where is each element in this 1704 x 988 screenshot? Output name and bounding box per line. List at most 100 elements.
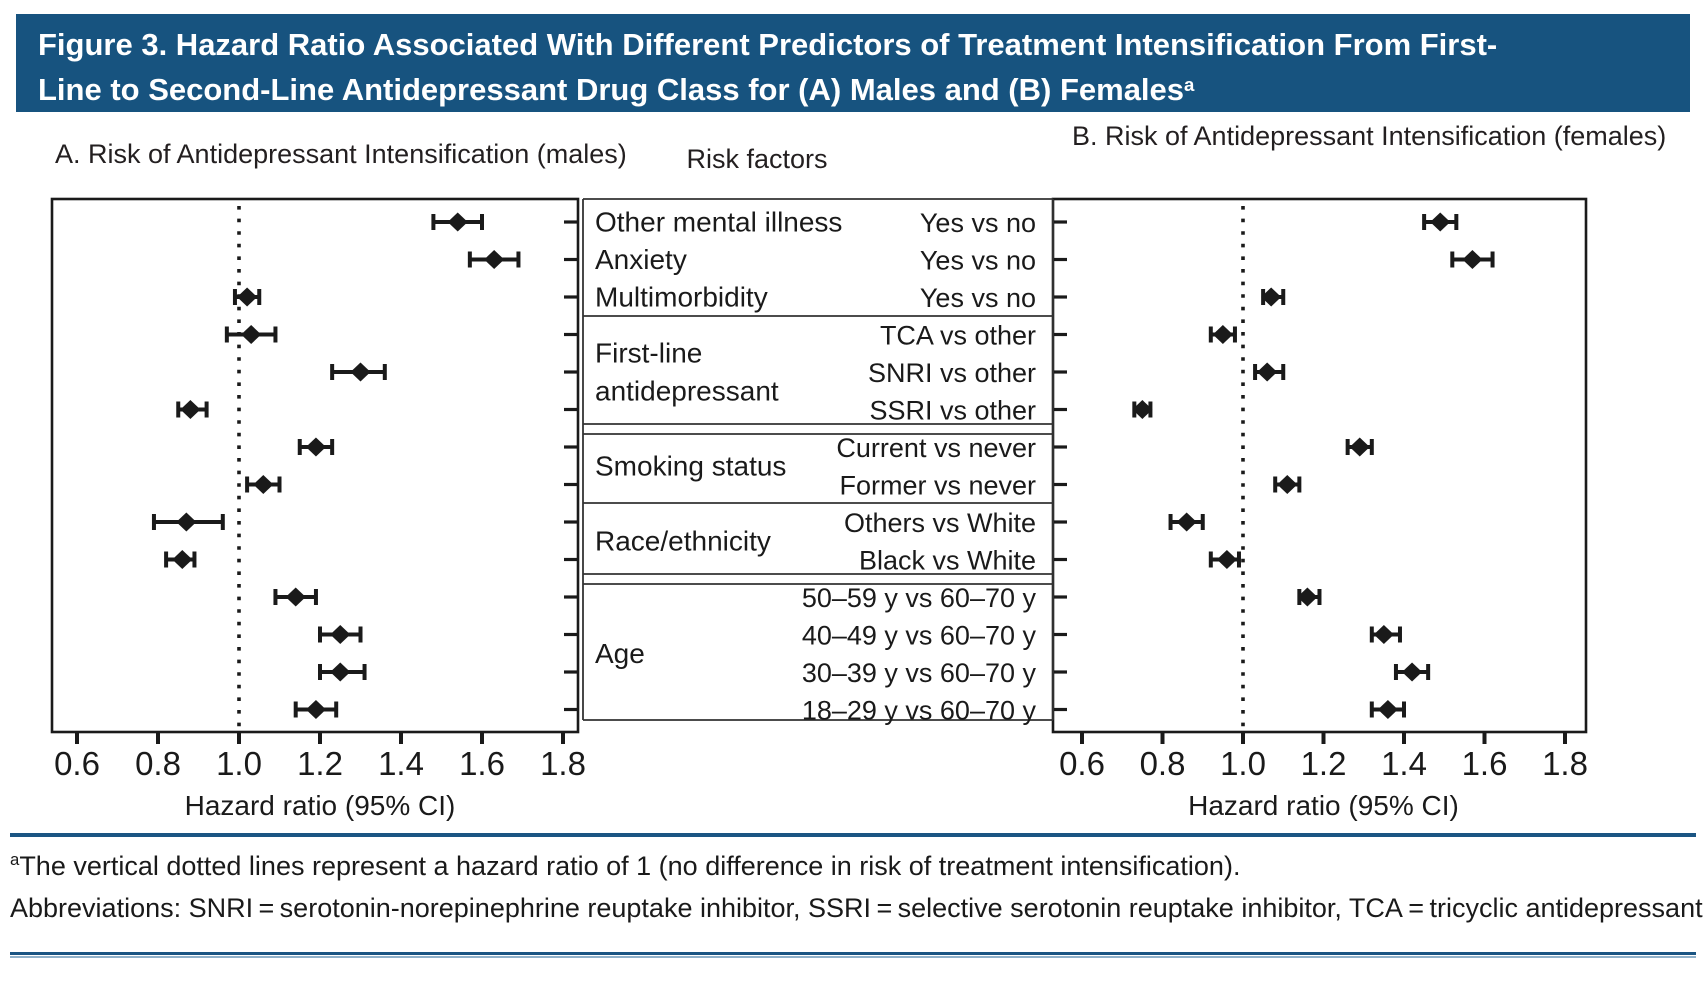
hr-diamond — [1377, 700, 1398, 719]
figure-bottom-rule-dark — [10, 952, 1696, 955]
factor-label: Race/ethnicity — [595, 525, 771, 556]
hr-diamond — [1373, 625, 1394, 644]
panel-a-marker-row-1 — [467, 250, 521, 269]
comparison-label: TCA vs other — [880, 321, 1036, 351]
comparison-label: Black vs White — [859, 546, 1036, 576]
panel-a-marker-row-2 — [232, 287, 262, 307]
factor-label: Age — [595, 638, 645, 669]
comparison-label: SSRI vs other — [869, 396, 1036, 426]
comparison-label: Yes vs no — [920, 283, 1036, 313]
hr-diamond — [1216, 550, 1237, 569]
panel-a-x-tick-label: 1.6 — [459, 745, 505, 782]
hr-diamond — [484, 250, 505, 269]
panel-b-marker-row-7 — [1273, 475, 1302, 494]
hr-diamond — [253, 475, 274, 494]
footnote-abbreviations: Abbreviations: SNRI = serotonin-norepine… — [10, 893, 1704, 923]
panel-a-marker-row-8 — [151, 512, 225, 532]
panel-b-marker-row-6 — [1345, 437, 1374, 457]
panel-a-x-tick-label: 1.8 — [540, 745, 586, 782]
footnote-top-rule — [10, 833, 1696, 837]
panel-a-x-axis-label: Hazard ratio (95% CI) — [185, 790, 456, 821]
panel-b-x-axis-label: Hazard ratio (95% CI) — [1188, 790, 1459, 821]
risk-factor-table: Other mental illness Yes vs no Anxiety Yes … — [582, 198, 1054, 726]
panel-b-x-tick-label: 1.6 — [1462, 745, 1508, 782]
panel-b-marker-row-10 — [1297, 587, 1322, 607]
hr-diamond — [1212, 325, 1233, 344]
factor-label: antidepressant — [595, 376, 779, 407]
factor-label: Smoking status — [595, 450, 786, 481]
factor-label: First-line — [595, 338, 702, 369]
hr-diamond — [1462, 250, 1483, 269]
footnote-note-text: The vertical dotted lines represent a ha… — [19, 851, 1241, 881]
panel-b-x-tick-label: 1.0 — [1220, 745, 1266, 782]
footnote-superscript: a — [10, 850, 20, 869]
factor-label: Other mental illness — [595, 207, 842, 238]
panel-a-frame — [50, 197, 580, 734]
panel-a-marker-row-12 — [318, 662, 367, 682]
hr-diamond — [1257, 362, 1278, 382]
hr-diamond — [1277, 475, 1298, 494]
panel-b-marker-row-4 — [1253, 362, 1286, 382]
hr-diamond — [330, 662, 351, 682]
factor-label: Anxiety — [595, 244, 687, 275]
panel-b-x-tick-label: 1.2 — [1301, 745, 1347, 782]
hr-diamond — [1430, 212, 1451, 232]
panel-b-x-tick-label: 1.4 — [1381, 745, 1427, 782]
hr-diamond — [1261, 287, 1282, 307]
figure-title-superscript: a — [1184, 74, 1195, 95]
hr-diamond — [447, 212, 468, 232]
hr-diamond — [305, 700, 326, 719]
panel-a-marker-row-10 — [273, 587, 318, 607]
panel-a-x-tick-label: 0.8 — [135, 745, 181, 782]
hr-diamond — [1132, 400, 1153, 419]
panel-a-marker-row-9 — [164, 550, 197, 569]
panel-a-x-tick-label: 0.6 — [54, 745, 100, 782]
hr-diamond — [1297, 587, 1318, 607]
panel-b-x-tick-label: 1.8 — [1542, 745, 1588, 782]
panel-a-title: A. Risk of Antidepressant Intensificatio… — [55, 139, 627, 169]
panel-b-marker-row-12 — [1393, 662, 1431, 682]
risk-factors-header: Risk factors — [686, 144, 828, 174]
panel-a-marker-row-0 — [431, 212, 484, 232]
figure-title-line2: Line to Second-Line Antidepressant Drug … — [38, 72, 1185, 107]
hr-diamond — [176, 512, 197, 532]
panel-b-marker-row-5 — [1132, 400, 1153, 419]
panel-b-x-tick-label: 0.6 — [1059, 745, 1105, 782]
panel-a-marker-row-13 — [293, 700, 339, 719]
panel-b-marker-row-0 — [1422, 212, 1459, 232]
panel-a-marker-row-6 — [297, 437, 335, 457]
figure-title-line1: Figure 3. Hazard Ratio Associated With D… — [38, 27, 1498, 62]
comparison-label: Former vs never — [839, 471, 1036, 501]
panel-b: 0.6 0.8 1.0 1.2 1.4 1.6 1.8 Hazard ratio (95% C… — [1051, 197, 1588, 821]
panel-a-marker-row-5 — [176, 400, 209, 419]
panel-a-x-tick-label: 1.4 — [378, 745, 424, 782]
panel-b-marker-row-3 — [1208, 325, 1237, 344]
panel-b-marker-row-8 — [1168, 512, 1205, 532]
comparison-label: Yes vs no — [920, 246, 1036, 276]
comparison-label: Others vs White — [844, 508, 1036, 538]
footnote-dotted-line: aThe vertical dotted lines represent a h… — [10, 850, 1240, 882]
comparison-label: Yes vs no — [920, 208, 1036, 238]
comparison-label: 50–59 y vs 60–70 y — [802, 583, 1037, 613]
panel-a: 0.6 0.8 1.0 1.2 1.4 1.6 1.8 Hazard ratio (95% C… — [50, 197, 586, 821]
hr-diamond — [350, 362, 371, 382]
hr-diamond — [305, 437, 326, 457]
comparison-label: Current vs never — [836, 433, 1036, 463]
panel-b-marker-row-1 — [1450, 250, 1495, 269]
panel-b-marker-row-9 — [1208, 550, 1241, 569]
hr-diamond — [1349, 437, 1370, 457]
hr-diamond — [1402, 662, 1423, 682]
comparison-label: 40–49 y vs 60–70 y — [802, 621, 1037, 651]
comparison-label: 30–39 y vs 60–70 y — [802, 658, 1037, 688]
panel-a-x-tick-label: 1.0 — [216, 745, 262, 782]
hr-diamond — [330, 625, 351, 644]
panel-b-frame — [1051, 197, 1588, 734]
hr-diamond — [180, 400, 201, 419]
panel-b-marker-row-11 — [1369, 625, 1402, 644]
panel-a-x-tick-label: 1.2 — [297, 745, 343, 782]
factor-label: Multimorbidity — [595, 282, 768, 313]
hr-diamond — [172, 550, 193, 569]
figure-title-bar: Figure 3. Hazard Ratio Associated With D… — [16, 14, 1690, 112]
panel-a-marker-row-3 — [224, 325, 278, 344]
